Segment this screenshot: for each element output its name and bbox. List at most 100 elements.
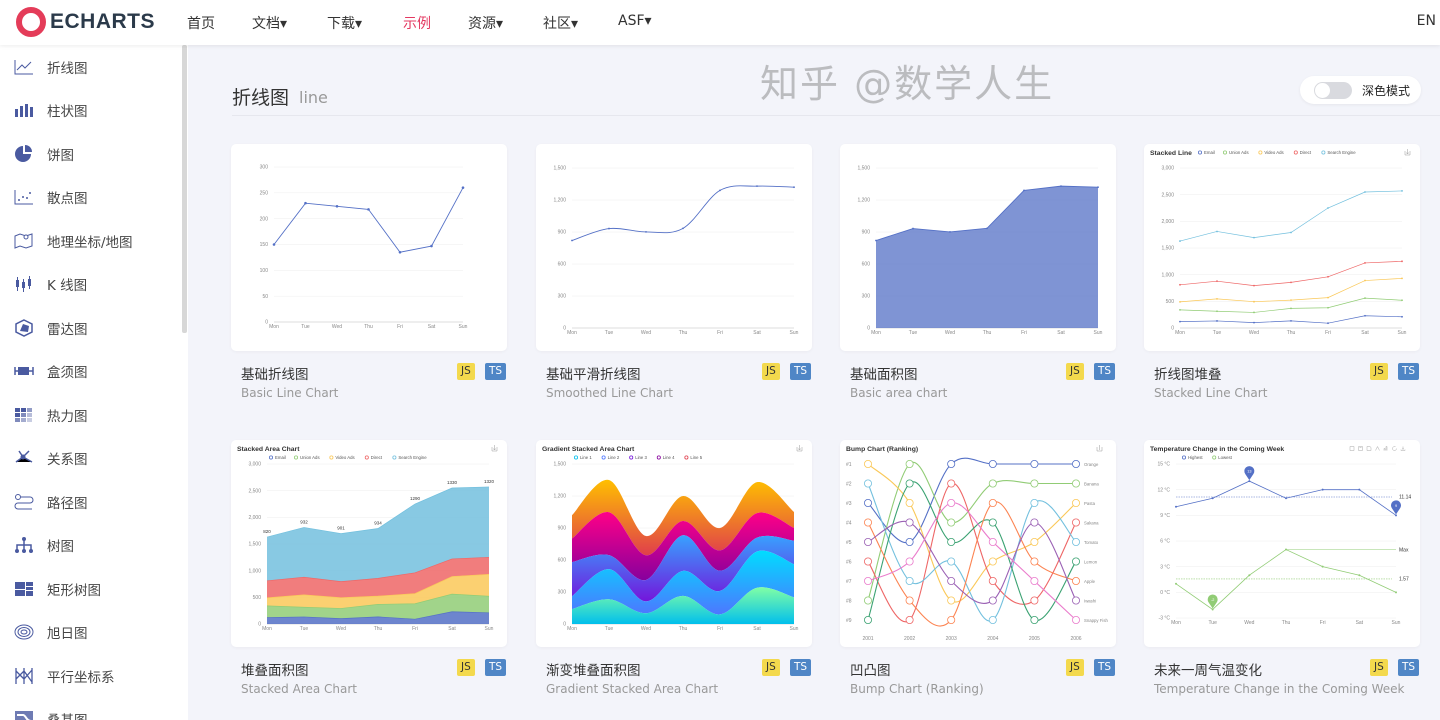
bump-point[interactable] bbox=[1030, 557, 1039, 566]
zoom-reset-icon[interactable] bbox=[1358, 446, 1363, 451]
legend-marker[interactable] bbox=[574, 455, 579, 460]
data-point[interactable] bbox=[1175, 582, 1177, 585]
data-point[interactable] bbox=[304, 201, 307, 205]
card-title[interactable]: 基础折线图 bbox=[241, 367, 309, 383]
sidebar-item-tree[interactable]: 树图 bbox=[0, 524, 182, 568]
bump-point[interactable] bbox=[863, 576, 872, 585]
data-view-icon[interactable] bbox=[1366, 446, 1372, 451]
ts-badge[interactable]: TS bbox=[485, 659, 507, 676]
legend-label[interactable]: Union Ads bbox=[300, 455, 320, 460]
data-point[interactable] bbox=[1216, 280, 1218, 283]
legend-label[interactable]: Line 1 bbox=[580, 455, 592, 460]
bump-point[interactable] bbox=[1071, 538, 1080, 547]
data-point[interactable] bbox=[986, 227, 988, 230]
legend-label[interactable]: Line 3 bbox=[635, 455, 647, 460]
ts-badge[interactable]: TS bbox=[1398, 363, 1420, 380]
data-point[interactable] bbox=[1290, 231, 1292, 234]
sidebar-item-radar[interactable]: 雷达图 bbox=[0, 306, 182, 350]
js-badge[interactable]: JS bbox=[1066, 659, 1084, 676]
legend-label[interactable]: Search Engine bbox=[398, 455, 427, 460]
ts-badge[interactable]: TS bbox=[790, 363, 812, 380]
data-point[interactable] bbox=[1358, 488, 1361, 491]
bump-point[interactable] bbox=[863, 499, 872, 508]
bump-point[interactable] bbox=[1030, 479, 1039, 488]
data-point[interactable] bbox=[1179, 308, 1181, 311]
legend-label[interactable]: Video Ads bbox=[335, 455, 354, 460]
sidebar-item-sunburst[interactable]: 旭日图 bbox=[0, 611, 182, 655]
bump-point[interactable] bbox=[947, 479, 956, 488]
markpoint-pin[interactable] bbox=[1207, 594, 1218, 609]
nav-item-6[interactable]: ASF▾ bbox=[618, 13, 652, 29]
data-point[interactable] bbox=[1060, 185, 1062, 188]
bump-point[interactable] bbox=[905, 459, 914, 468]
bump-point[interactable] bbox=[1071, 479, 1080, 488]
bump-point[interactable] bbox=[1071, 499, 1080, 508]
card-title[interactable]: 未来一周气温变化 bbox=[1154, 663, 1262, 679]
card-title[interactable]: 基础平滑折线图 bbox=[546, 367, 641, 383]
download-icon[interactable] bbox=[491, 445, 498, 452]
bump-point[interactable] bbox=[988, 576, 997, 585]
bump-point[interactable] bbox=[988, 459, 997, 468]
legend-label[interactable]: Lowest bbox=[1218, 455, 1232, 460]
bump-point[interactable] bbox=[947, 557, 956, 566]
sidebar-item-treemap[interactable]: 矩形树图 bbox=[0, 567, 182, 611]
nav-item-1[interactable]: 文档▾ bbox=[252, 16, 288, 32]
bar-type-icon[interactable] bbox=[1383, 446, 1388, 451]
bump-point[interactable] bbox=[988, 596, 997, 605]
data-point[interactable] bbox=[1364, 297, 1366, 300]
data-point[interactable] bbox=[1248, 480, 1251, 483]
bump-point[interactable] bbox=[988, 479, 997, 488]
data-point[interactable] bbox=[461, 186, 465, 189]
nav-item-0[interactable]: 首页 bbox=[187, 16, 215, 32]
data-point[interactable] bbox=[1364, 191, 1366, 193]
bump-point[interactable] bbox=[1030, 459, 1039, 468]
bump-point[interactable] bbox=[905, 538, 914, 547]
card-title[interactable]: 堆叠面积图 bbox=[241, 663, 309, 679]
bump-point[interactable] bbox=[1071, 596, 1080, 605]
data-point[interactable] bbox=[1327, 207, 1329, 209]
nav-item-4[interactable]: 资源▾ bbox=[468, 16, 504, 32]
data-point[interactable] bbox=[1216, 320, 1218, 322]
bump-point[interactable] bbox=[947, 459, 956, 468]
legend-marker[interactable] bbox=[1223, 150, 1228, 155]
example-card[interactable]: Bump Chart (Ranking) #1 #2 #3 #4 #5 #6 #7 #8 #9 20… bbox=[840, 440, 1116, 720]
data-point[interactable] bbox=[1321, 488, 1324, 491]
bump-point[interactable] bbox=[947, 538, 956, 547]
data-point[interactable] bbox=[1253, 311, 1255, 314]
bump-point[interactable] bbox=[863, 596, 872, 605]
nav-item-5[interactable]: 社区▾ bbox=[543, 16, 579, 32]
sidebar-item-candlestick[interactable]: K 线图 bbox=[0, 263, 182, 307]
echarts-logo[interactable]: ECHARTS bbox=[16, 7, 155, 37]
legend-marker[interactable] bbox=[269, 455, 274, 460]
data-point[interactable] bbox=[793, 186, 795, 189]
bump-point[interactable] bbox=[863, 557, 872, 566]
ts-badge[interactable]: TS bbox=[790, 659, 812, 676]
data-point[interactable] bbox=[1179, 240, 1181, 242]
zoom-icon[interactable] bbox=[1349, 446, 1355, 451]
example-card[interactable]: Stacked Line Email Union Ads Video Ads Direc… bbox=[1144, 144, 1420, 424]
bump-point[interactable] bbox=[905, 576, 914, 585]
sidebar-item-sankey[interactable]: 桑基图 bbox=[0, 698, 182, 720]
chart-thumbnail[interactable]: Stacked Line Email Union Ads Video Ads Direc… bbox=[1144, 144, 1420, 351]
data-point[interactable] bbox=[1358, 574, 1361, 577]
ts-badge[interactable]: TS bbox=[1398, 659, 1420, 676]
line-type-icon[interactable] bbox=[1375, 445, 1380, 451]
card-title[interactable]: 基础面积图 bbox=[850, 367, 918, 383]
bump-point[interactable] bbox=[1030, 576, 1039, 585]
data-point[interactable] bbox=[1364, 262, 1366, 264]
bump-point[interactable] bbox=[905, 557, 914, 566]
legend-marker[interactable] bbox=[629, 455, 634, 460]
card-title[interactable]: 渐变堆叠面积图 bbox=[546, 663, 641, 679]
legend-marker[interactable] bbox=[1198, 150, 1203, 155]
card-title[interactable]: 折线图堆叠 bbox=[1154, 367, 1222, 383]
legend-label[interactable]: Direct bbox=[1300, 150, 1312, 155]
data-point[interactable] bbox=[1253, 300, 1255, 303]
sidebar-item-scatter[interactable]: 散点图 bbox=[0, 176, 182, 220]
data-point[interactable] bbox=[682, 227, 684, 230]
legend-marker[interactable] bbox=[656, 455, 661, 460]
js-badge[interactable]: JS bbox=[762, 659, 780, 676]
bump-point[interactable] bbox=[1030, 538, 1039, 547]
bump-point[interactable] bbox=[1071, 557, 1080, 566]
sidebar-item-lines[interactable]: 路径图 bbox=[0, 480, 182, 524]
data-point[interactable] bbox=[1179, 300, 1181, 303]
